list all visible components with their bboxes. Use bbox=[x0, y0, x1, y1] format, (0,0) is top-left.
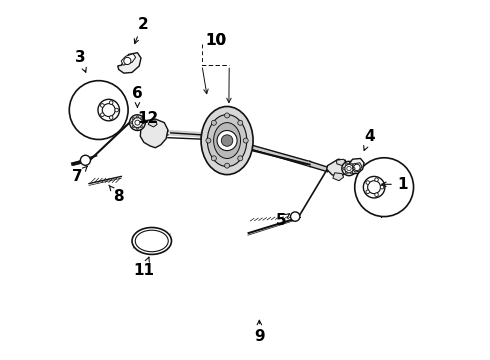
Circle shape bbox=[343, 167, 345, 170]
Circle shape bbox=[221, 135, 233, 146]
Polygon shape bbox=[148, 120, 157, 127]
Circle shape bbox=[353, 167, 355, 170]
Circle shape bbox=[124, 57, 131, 64]
Circle shape bbox=[368, 181, 381, 194]
Circle shape bbox=[135, 120, 140, 125]
Polygon shape bbox=[122, 54, 136, 65]
Circle shape bbox=[109, 101, 113, 104]
Circle shape bbox=[291, 212, 300, 221]
Circle shape bbox=[80, 155, 91, 165]
Circle shape bbox=[347, 166, 351, 171]
Text: 4: 4 bbox=[364, 129, 375, 150]
Circle shape bbox=[366, 190, 369, 194]
Circle shape bbox=[238, 156, 243, 161]
Text: 12: 12 bbox=[137, 111, 158, 126]
Text: 3: 3 bbox=[75, 50, 86, 72]
Text: 6: 6 bbox=[132, 86, 143, 107]
Polygon shape bbox=[353, 163, 362, 172]
Circle shape bbox=[132, 126, 134, 128]
Circle shape bbox=[344, 164, 353, 173]
Circle shape bbox=[115, 108, 119, 112]
Text: 5: 5 bbox=[275, 213, 290, 228]
Text: 2: 2 bbox=[134, 17, 148, 44]
Circle shape bbox=[141, 117, 143, 120]
Polygon shape bbox=[337, 159, 346, 166]
Circle shape bbox=[355, 158, 414, 217]
Circle shape bbox=[129, 115, 146, 131]
Circle shape bbox=[142, 122, 144, 124]
Circle shape bbox=[350, 163, 353, 165]
Ellipse shape bbox=[201, 107, 253, 175]
Polygon shape bbox=[140, 119, 168, 148]
Polygon shape bbox=[349, 158, 364, 174]
Polygon shape bbox=[333, 173, 343, 181]
Circle shape bbox=[131, 122, 133, 124]
Circle shape bbox=[100, 113, 104, 117]
Ellipse shape bbox=[132, 228, 172, 255]
Circle shape bbox=[102, 104, 115, 117]
Circle shape bbox=[211, 120, 217, 125]
Ellipse shape bbox=[207, 114, 247, 167]
Ellipse shape bbox=[135, 230, 168, 252]
Circle shape bbox=[132, 118, 143, 128]
Text: 10: 10 bbox=[205, 33, 226, 48]
Text: 11: 11 bbox=[133, 257, 154, 278]
Circle shape bbox=[380, 185, 384, 189]
Circle shape bbox=[69, 81, 128, 139]
Polygon shape bbox=[327, 159, 347, 177]
Circle shape bbox=[366, 181, 369, 184]
Text: 10: 10 bbox=[205, 33, 226, 48]
Circle shape bbox=[238, 120, 243, 125]
Circle shape bbox=[109, 116, 113, 120]
Circle shape bbox=[98, 99, 120, 121]
Text: 9: 9 bbox=[254, 320, 265, 344]
Circle shape bbox=[132, 117, 134, 120]
Circle shape bbox=[224, 113, 230, 118]
Polygon shape bbox=[118, 53, 141, 73]
Text: 8: 8 bbox=[109, 185, 124, 204]
Circle shape bbox=[243, 138, 248, 143]
Circle shape bbox=[350, 172, 353, 174]
Circle shape bbox=[217, 131, 237, 150]
Circle shape bbox=[136, 116, 139, 118]
Circle shape bbox=[136, 127, 139, 130]
Circle shape bbox=[375, 193, 378, 197]
Circle shape bbox=[345, 172, 347, 174]
Circle shape bbox=[206, 138, 211, 143]
Circle shape bbox=[375, 178, 378, 181]
Circle shape bbox=[224, 163, 230, 168]
Circle shape bbox=[354, 164, 360, 171]
Circle shape bbox=[342, 161, 356, 176]
Circle shape bbox=[364, 176, 385, 198]
Ellipse shape bbox=[214, 123, 241, 158]
Text: 7: 7 bbox=[72, 166, 87, 184]
Circle shape bbox=[100, 104, 104, 107]
Circle shape bbox=[345, 163, 347, 165]
Circle shape bbox=[211, 156, 217, 161]
Circle shape bbox=[141, 126, 143, 128]
Text: 1: 1 bbox=[382, 177, 407, 192]
